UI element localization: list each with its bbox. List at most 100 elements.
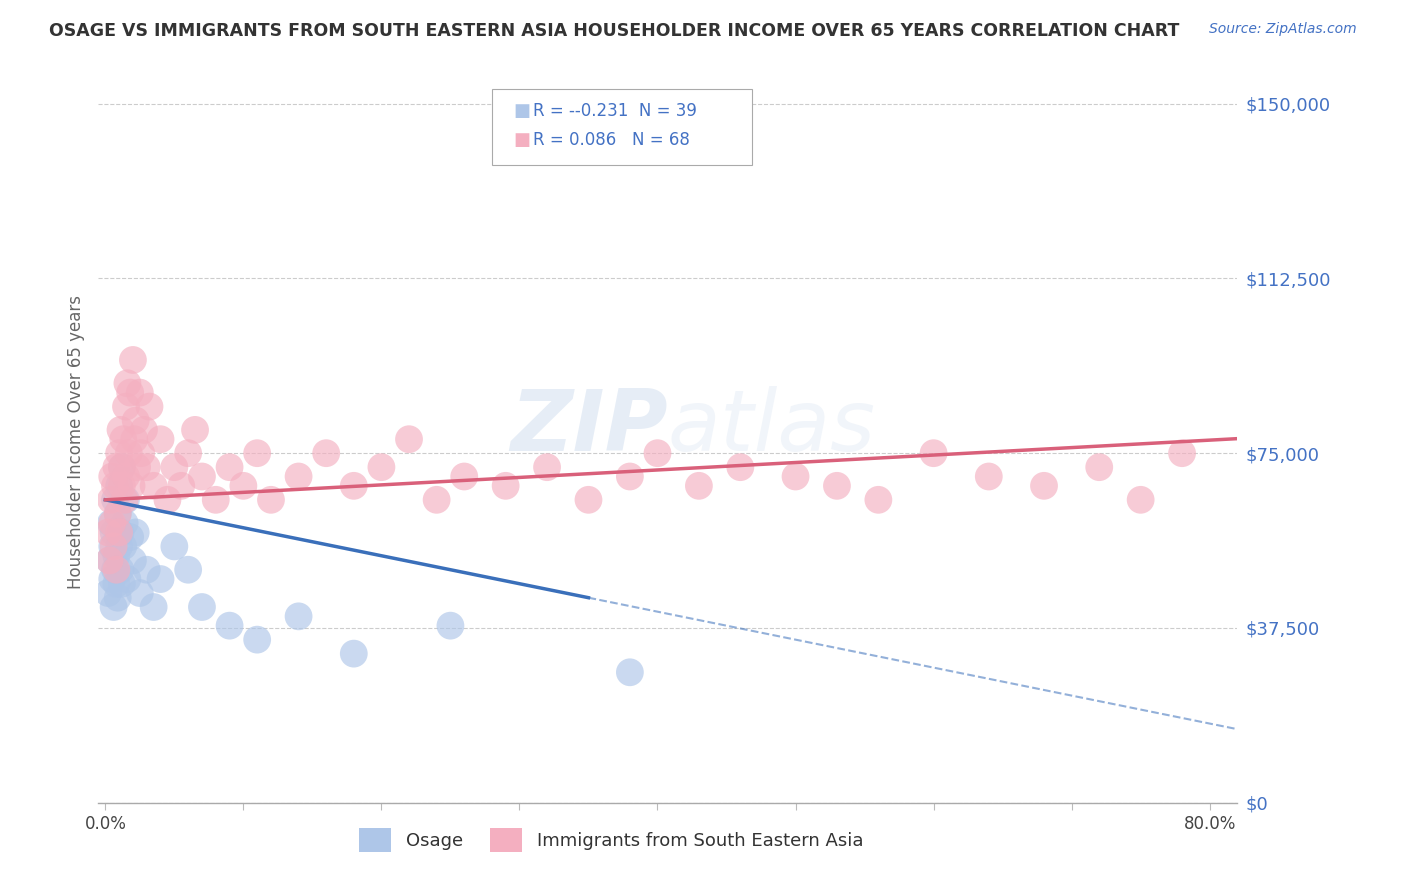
Point: [108, 525, 131, 540]
Point: [453, 469, 475, 483]
Point: [536, 460, 558, 475]
Point: [105, 549, 128, 563]
Point: [128, 385, 150, 400]
Point: [1129, 492, 1152, 507]
Point: [104, 492, 127, 507]
Point: [111, 576, 134, 591]
Point: [398, 432, 420, 446]
Point: [107, 507, 129, 521]
Point: [163, 540, 186, 554]
Point: [343, 647, 366, 661]
Point: [287, 469, 309, 483]
Text: R = 0.086   N = 68: R = 0.086 N = 68: [533, 131, 690, 149]
Point: [204, 492, 226, 507]
Point: [121, 479, 143, 493]
Point: [142, 479, 165, 493]
Point: [125, 460, 148, 475]
Point: [105, 460, 128, 475]
Text: Source: ZipAtlas.com: Source: ZipAtlas.com: [1209, 22, 1357, 37]
Point: [103, 540, 125, 554]
Point: [191, 600, 214, 615]
Point: [177, 563, 200, 577]
Point: [98, 553, 121, 567]
Point: [439, 618, 461, 632]
Point: [315, 446, 337, 460]
Point: [104, 479, 127, 493]
Point: [125, 413, 148, 427]
Point: [112, 540, 135, 554]
Point: [101, 540, 124, 554]
Point: [218, 618, 240, 632]
Point: [1088, 460, 1111, 475]
Point: [103, 600, 125, 615]
Point: [118, 446, 141, 460]
Point: [426, 492, 449, 507]
Point: [110, 525, 132, 540]
Point: [922, 446, 945, 460]
Point: [135, 460, 157, 475]
Point: [619, 469, 641, 483]
Point: [149, 432, 172, 446]
Point: [97, 525, 120, 540]
Point: [110, 423, 132, 437]
Point: [124, 432, 146, 446]
Point: [287, 609, 309, 624]
Point: [191, 469, 214, 483]
Point: [730, 460, 752, 475]
Point: [100, 516, 122, 530]
Point: [107, 591, 129, 605]
Point: [125, 525, 148, 540]
Point: [103, 525, 125, 540]
Point: [170, 479, 193, 493]
Point: [868, 492, 890, 507]
Point: [108, 446, 131, 460]
Point: [128, 586, 150, 600]
Point: [115, 492, 138, 507]
Point: [156, 492, 179, 507]
Text: R = --0.231  N = 39: R = --0.231 N = 39: [533, 103, 697, 120]
Y-axis label: Householder Income Over 65 years: Householder Income Over 65 years: [66, 294, 84, 589]
Point: [101, 516, 124, 530]
Text: ■: ■: [513, 131, 530, 149]
Point: [132, 423, 155, 437]
Point: [114, 492, 136, 507]
Point: [232, 479, 254, 493]
Point: [97, 586, 120, 600]
Text: OSAGE VS IMMIGRANTS FROM SOUTH EASTERN ASIA HOUSEHOLDER INCOME OVER 65 YEARS COR: OSAGE VS IMMIGRANTS FROM SOUTH EASTERN A…: [49, 22, 1180, 40]
Point: [1171, 446, 1194, 460]
Point: [135, 563, 157, 577]
Text: ZIP: ZIP: [510, 385, 668, 468]
Point: [495, 479, 517, 493]
Legend: Osage, Immigrants from South Eastern Asia: Osage, Immigrants from South Eastern Asi…: [352, 822, 870, 859]
Point: [105, 576, 128, 591]
Point: [108, 540, 131, 554]
Point: [184, 423, 207, 437]
Point: [115, 400, 138, 414]
Point: [647, 446, 669, 460]
Point: [111, 479, 134, 493]
Point: [104, 563, 127, 577]
Point: [246, 446, 269, 460]
Point: [111, 460, 134, 475]
Point: [120, 385, 142, 400]
Point: [101, 469, 124, 483]
Text: ■: ■: [513, 103, 530, 120]
Point: [218, 460, 240, 475]
Point: [114, 516, 136, 530]
Point: [129, 446, 152, 460]
Point: [101, 572, 124, 586]
Point: [977, 469, 1000, 483]
Point: [138, 400, 160, 414]
Point: [115, 469, 138, 483]
Point: [343, 479, 366, 493]
Point: [98, 553, 121, 567]
Point: [105, 563, 128, 577]
Point: [107, 507, 129, 521]
Point: [122, 553, 145, 567]
Point: [370, 460, 392, 475]
Point: [122, 353, 145, 368]
Point: [142, 600, 165, 615]
Point: [163, 460, 186, 475]
Point: [260, 492, 283, 507]
Text: atlas: atlas: [668, 385, 876, 468]
